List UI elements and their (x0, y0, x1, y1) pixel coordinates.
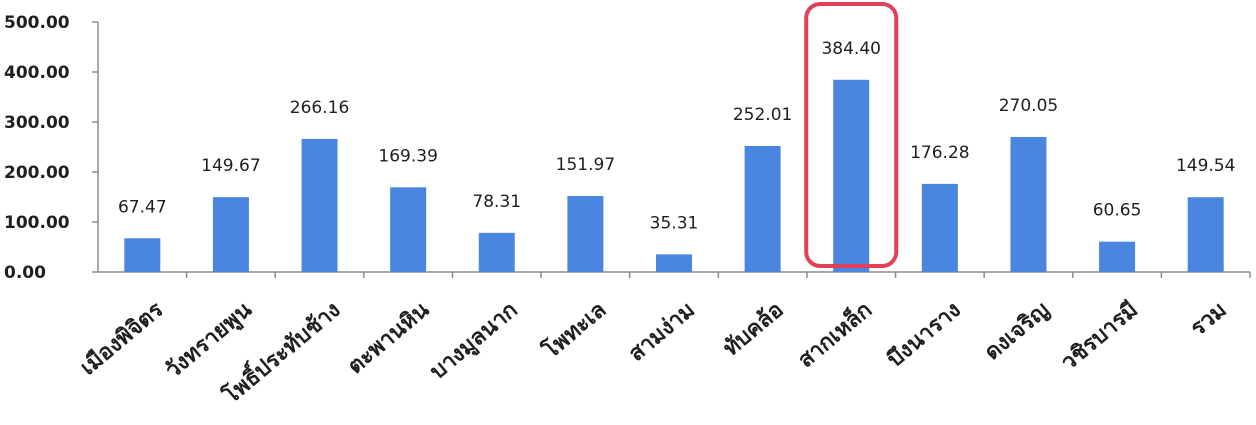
bar (124, 238, 161, 272)
data-label: 78.31 (472, 192, 521, 212)
bar (833, 79, 870, 272)
data-label: 270.05 (999, 96, 1058, 116)
data-label: 384.40 (821, 39, 880, 59)
bar (656, 254, 692, 272)
bar (212, 197, 249, 272)
data-label: 149.54 (1176, 156, 1235, 176)
x-tick-label: สามง่าม (624, 297, 700, 366)
data-label: 60.65 (1093, 201, 1142, 221)
x-tick-label: วชิรบารมี (1057, 297, 1143, 375)
x-tick-label: บางมูลนาก (426, 297, 524, 385)
data-label: 169.39 (378, 146, 437, 166)
bar (921, 183, 958, 272)
bars-group (124, 79, 1224, 272)
bar (301, 138, 338, 272)
bar (567, 196, 604, 272)
value-labels-group: 67.47 149.67 266.16 169.39 78.31 151.97 35.31 2… (118, 39, 1235, 234)
data-label: 151.97 (556, 155, 615, 175)
y-tick-label: 300.00 (4, 113, 70, 133)
x-tick-label: ทับคล้อ (719, 297, 789, 361)
x-tick-label: สากเหล็ก (792, 295, 877, 373)
x-tick-label: รวม (1186, 297, 1232, 341)
y-tick-label: 100.00 (4, 213, 70, 233)
bar (1187, 197, 1224, 272)
bar (478, 232, 515, 272)
x-tick-label: โพทะเล (537, 296, 612, 365)
data-label: 35.31 (650, 213, 699, 233)
data-label: 176.28 (910, 143, 969, 163)
x-tick-label: ดงเจริญ (980, 297, 1054, 365)
category-labels-group: เมืองพิจิตรวังทรายพูนโพธิ์ประทับช้างตะพา… (76, 272, 1251, 410)
y-tick-label: 500.00 (4, 13, 70, 33)
x-tick-label: เมืองพิจิตร (76, 297, 168, 380)
data-label: 149.67 (201, 156, 260, 176)
highlight-box (804, 2, 899, 268)
x-tick-label: ตะพานหิน (343, 297, 434, 379)
y-tick-label: 0.00 (4, 263, 46, 283)
bar (390, 187, 427, 272)
bar (744, 145, 781, 272)
data-label: 252.01 (733, 105, 792, 125)
y-tick-label: 400.00 (4, 63, 70, 83)
x-tick-label: บึงนาราง (883, 297, 966, 372)
data-label: 67.47 (118, 197, 167, 217)
bar (1099, 241, 1136, 272)
y-axis-ticks: 0.00 100.00 200.00 300.00 400.00 500.00 (4, 13, 98, 283)
data-label: 266.16 (290, 98, 349, 118)
bar (1010, 136, 1047, 272)
y-tick-label: 200.00 (4, 163, 70, 183)
